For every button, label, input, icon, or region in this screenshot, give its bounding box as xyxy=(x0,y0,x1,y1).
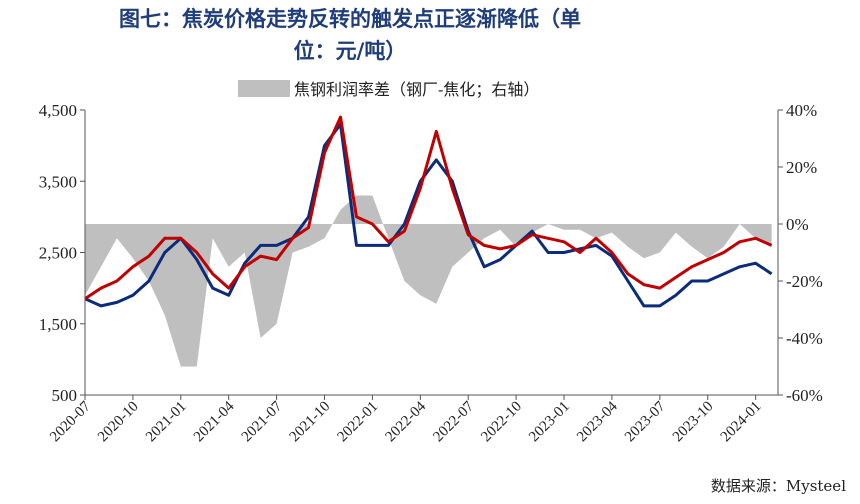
right-tick-label: 40% xyxy=(786,101,817,120)
x-tick-label: 2021-07 xyxy=(239,398,286,445)
right-tick-label: 20% xyxy=(786,158,817,177)
left-tick-label: 3,500 xyxy=(39,172,77,191)
legend-swatch-area xyxy=(238,79,290,97)
x-tick-label: 2022-04 xyxy=(382,398,429,445)
legend: 焦钢利润率差（钢厂-焦化；右轴） xyxy=(238,76,539,100)
left-tick-label: 4,500 xyxy=(39,101,77,120)
x-tick-label: 2024-01 xyxy=(718,399,765,446)
right-tick-label: -20% xyxy=(786,272,823,291)
x-tick-label: 2023-01 xyxy=(526,399,573,446)
left-tick-label: 1,500 xyxy=(39,315,77,334)
right-tick-label: -60% xyxy=(786,386,823,405)
left-tick-label: 500 xyxy=(52,386,78,405)
left-tick-label: 2,500 xyxy=(39,244,77,263)
x-tick-label: 2021-04 xyxy=(191,398,238,445)
coke-price-line xyxy=(84,115,773,301)
x-tick-label: 2023-10 xyxy=(670,399,717,446)
source-note: 数据来源：Mysteel xyxy=(710,477,846,495)
right-tick-label: 0% xyxy=(786,215,809,234)
x-tick-label: 2021-10 xyxy=(287,399,334,446)
x-tick-label: 2022-10 xyxy=(478,399,525,446)
x-tick-label: 2023-04 xyxy=(574,398,621,445)
x-tick-label: 2020-07 xyxy=(47,398,94,445)
x-tick-label: 2020-10 xyxy=(95,399,142,446)
x-tick-label: 2021-01 xyxy=(143,399,190,446)
x-tick-label: 2022-07 xyxy=(430,398,477,445)
chart-title-line2: 位：元/吨） xyxy=(293,39,407,63)
right-tick-label: -40% xyxy=(786,329,823,348)
coking-coal-price-line xyxy=(84,122,773,308)
x-tick-label: 2022-01 xyxy=(335,399,382,446)
legend-label-area: 焦钢利润率差（钢厂-焦化；右轴） xyxy=(294,80,540,99)
chart-title-line1: 图七：焦炭价格走势反转的触发点正逐渐降低（单 xyxy=(119,7,581,31)
x-tick-label: 2023-07 xyxy=(622,398,669,445)
profit-diff-area xyxy=(85,195,772,367)
